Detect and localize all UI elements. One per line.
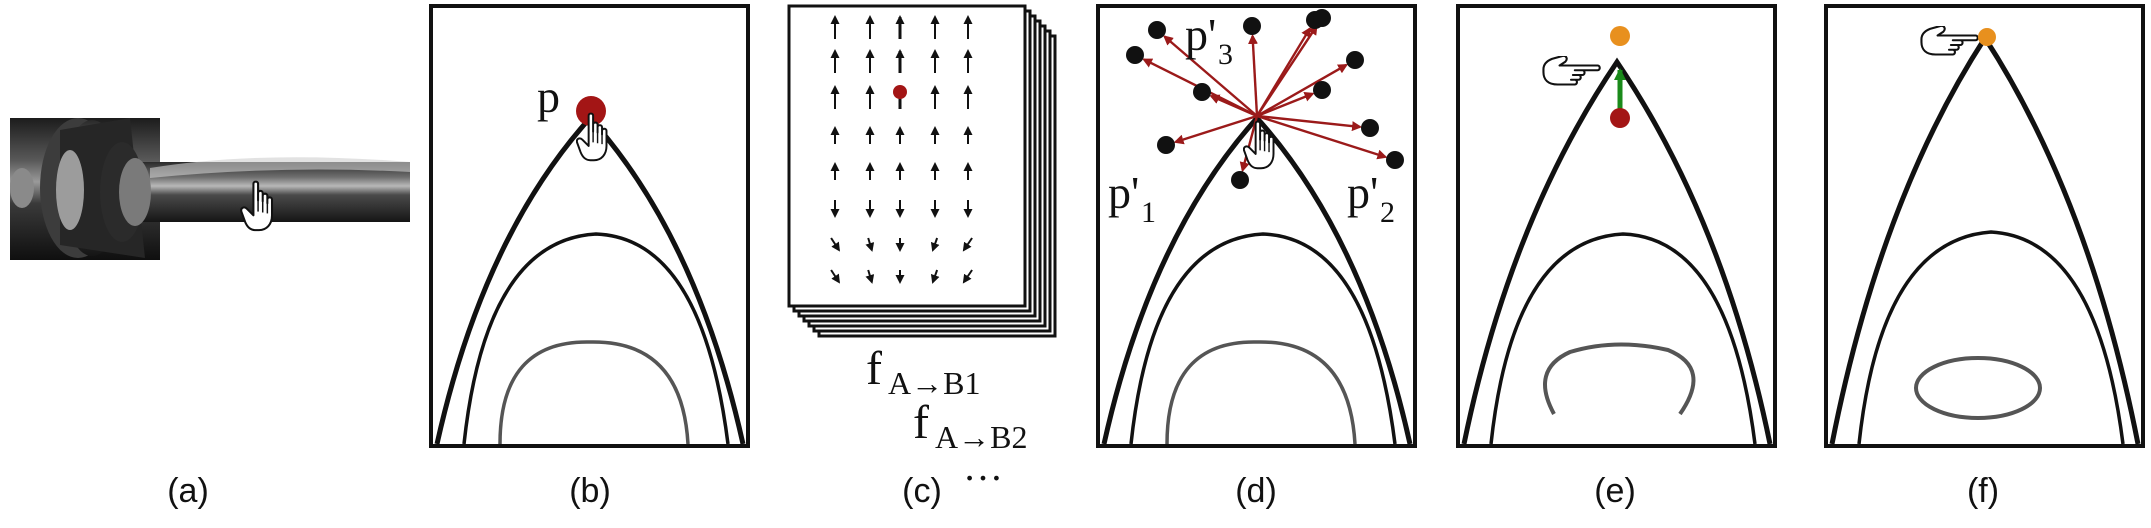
- panel-e: [1456, 4, 1777, 448]
- sample-arrow: [1163, 35, 1258, 117]
- sample-point: [1157, 136, 1175, 154]
- sample-point: [1313, 9, 1331, 27]
- field-arrow: [830, 237, 840, 252]
- sample-point: [1386, 151, 1404, 169]
- caption-d: (d): [1235, 472, 1277, 510]
- sample-arrow: [1248, 33, 1259, 117]
- label-p: p: [537, 71, 560, 122]
- sample-point: [1243, 17, 1261, 35]
- inner-curve: [498, 340, 690, 445]
- caption-f: (f): [1967, 472, 1999, 510]
- field-arrow: [830, 269, 840, 284]
- sample-point: [1313, 81, 1331, 99]
- field-arrow: [930, 237, 940, 252]
- point-orange: [1610, 26, 1630, 46]
- point-orange: [1978, 28, 1996, 46]
- sample-point: [1193, 83, 1211, 101]
- panel-a-render: [10, 118, 410, 260]
- field-arrow: [865, 269, 875, 284]
- caption-b: (b): [569, 472, 611, 510]
- sample-points: [1126, 9, 1404, 189]
- field-arrow: [962, 269, 973, 284]
- panel-d: p' 3 p' 1 p' 2: [1096, 4, 1417, 448]
- sample-point: [1346, 51, 1364, 69]
- panel-c: f A→B1 f A→B2 …: [787, 4, 1057, 489]
- sample-point: [1361, 119, 1379, 137]
- panel-f: [1824, 4, 2145, 448]
- sample-point: [1148, 21, 1166, 39]
- sample-arrow: [1255, 24, 1318, 117]
- label-f1: f: [866, 342, 882, 395]
- caption-a: (a): [167, 472, 209, 510]
- field-arrow: [865, 237, 875, 252]
- vector-field: [830, 15, 973, 284]
- sample-arrow: [1173, 114, 1258, 145]
- label-f1-sub: A→B1: [888, 365, 980, 401]
- sample-arrow: [1256, 114, 1363, 132]
- middle-curve: [462, 232, 730, 445]
- field-arrow: [962, 237, 973, 252]
- label-f2: f: [913, 396, 929, 449]
- sample-arrow: [1256, 114, 1388, 160]
- caption-e: (e): [1594, 472, 1636, 510]
- panel-b: p: [429, 4, 750, 448]
- ellipsis: …: [963, 444, 1003, 489]
- sample-arrow: [1256, 63, 1349, 118]
- sample-arrow: [1239, 115, 1259, 173]
- point-p: [576, 96, 606, 126]
- point-red: [1610, 108, 1630, 128]
- sample-arrows: [1142, 24, 1388, 173]
- label-p1: p': [1108, 167, 1139, 218]
- sample-point: [1231, 171, 1249, 189]
- sample-arrow: [1256, 92, 1315, 118]
- label-p3-sub: 3: [1218, 38, 1233, 71]
- field-point: [893, 85, 907, 99]
- label-f2-sub: A→B2: [935, 419, 1027, 455]
- label-p3: p': [1185, 9, 1216, 60]
- label-p2: p': [1347, 167, 1378, 218]
- panel-b-frame: [429, 4, 750, 448]
- label-p2-sub: 2: [1380, 196, 1395, 229]
- caption-c: (c): [902, 472, 942, 510]
- sample-point: [1126, 46, 1144, 64]
- field-arrow: [930, 269, 940, 284]
- label-p1-sub: 1: [1141, 196, 1156, 229]
